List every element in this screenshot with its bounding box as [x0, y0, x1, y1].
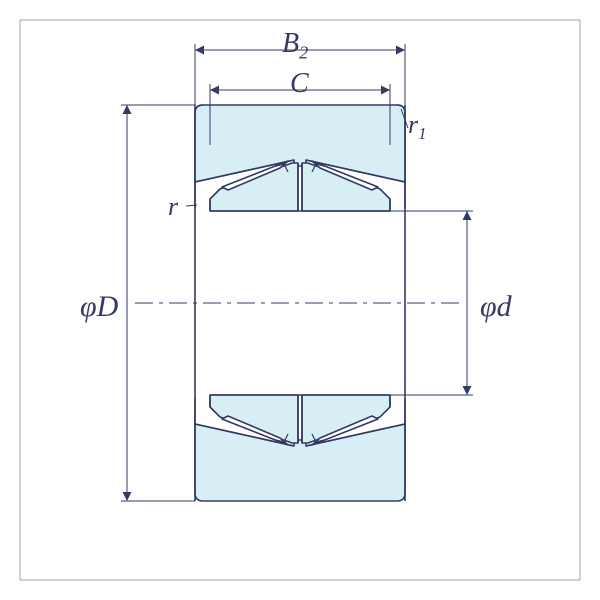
label-r: r — [168, 192, 178, 222]
label-B2: B2 — [282, 28, 308, 64]
label-phid: φd — [480, 290, 512, 324]
label-phiD: φD — [80, 290, 118, 324]
label-C: C — [290, 68, 309, 100]
label-r1: r1 — [408, 110, 427, 144]
